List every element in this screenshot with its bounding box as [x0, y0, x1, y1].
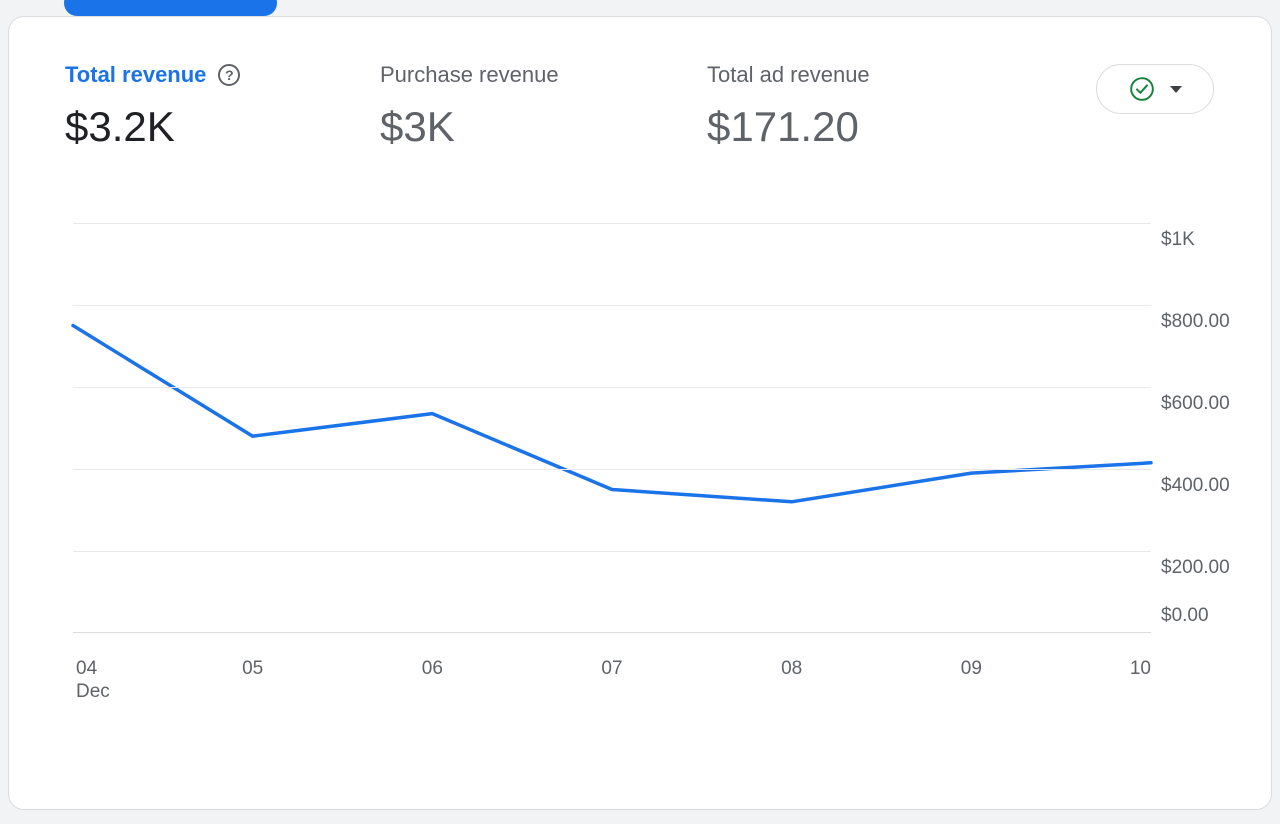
plot-area[interactable]: [73, 223, 1151, 633]
x-tick-label: 06: [422, 657, 443, 680]
x-tick-label: 05: [242, 657, 263, 680]
metric-value: $171.20: [707, 102, 870, 152]
gridline: [73, 223, 1151, 224]
x-axis-labels: 04 05 06 07 08 09 10 Dec: [73, 657, 1151, 717]
gridline: [73, 305, 1151, 306]
check-circle-icon: [1129, 76, 1155, 102]
x-tick-label: 09: [961, 657, 982, 680]
y-tick-label: $800.00: [1161, 311, 1230, 333]
revenue-line-path: [73, 326, 1151, 502]
metric-purchase-revenue[interactable]: Purchase revenue $3K: [380, 61, 559, 152]
y-tick-label: $600.00: [1161, 393, 1230, 415]
x-month-label: Dec: [76, 680, 110, 703]
y-tick-label: $1K: [1161, 229, 1195, 251]
revenue-card: Total revenue ? $3.2K Purchase revenue $…: [8, 16, 1272, 810]
y-tick-label: $200.00: [1161, 557, 1230, 579]
metric-label[interactable]: Total revenue: [65, 61, 206, 89]
gridline: [73, 387, 1151, 388]
metric-label: Purchase revenue: [380, 61, 559, 89]
x-tick-label: 07: [601, 657, 622, 680]
metric-value: $3K: [380, 102, 559, 152]
help-icon[interactable]: ?: [218, 64, 240, 86]
metric-label: Total ad revenue: [707, 61, 870, 89]
x-tick-label: 10: [1130, 657, 1151, 680]
metric-total-revenue[interactable]: Total revenue ? $3.2K: [65, 61, 240, 152]
revenue-line-chart: [73, 223, 1151, 633]
gridline: [73, 551, 1151, 552]
y-tick-label: $400.00: [1161, 475, 1230, 497]
x-tick-label: 08: [781, 657, 802, 680]
active-tab-indicator[interactable]: [64, 0, 277, 16]
gridline: [73, 469, 1151, 470]
metric-total-ad-revenue[interactable]: Total ad revenue $171.20: [707, 61, 870, 152]
x-tick-label: 04: [76, 657, 97, 680]
y-tick-label: $0.00: [1161, 605, 1209, 627]
metric-value: $3.2K: [65, 102, 240, 152]
y-axis-labels: $1K $800.00 $600.00 $400.00 $200.00 $0.00: [1161, 17, 1271, 809]
